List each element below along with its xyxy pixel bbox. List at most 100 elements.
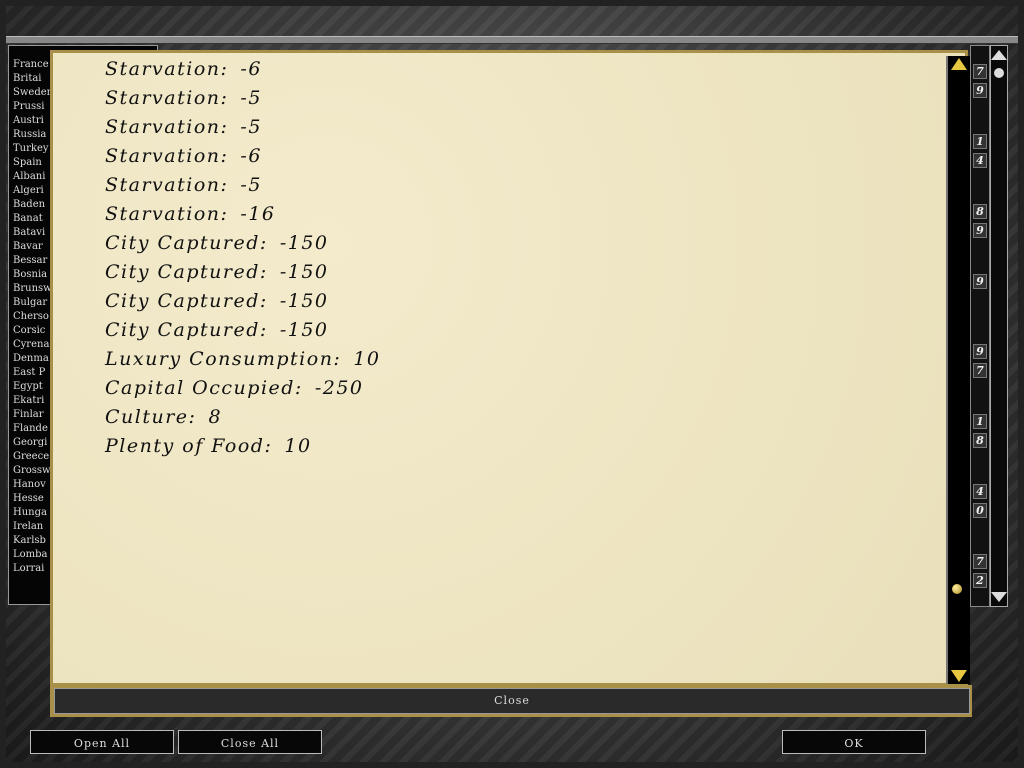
nation-name: Prussi [13, 101, 45, 112]
open-all-button[interactable]: Open All [30, 730, 174, 754]
entry-value: -6 [240, 145, 262, 167]
nation-name: Hanov [13, 479, 46, 490]
nation-name: Batavi [13, 227, 46, 238]
dialog-scrollbar[interactable] [946, 56, 970, 684]
entry-value: -150 [279, 319, 329, 341]
nation-name: Bessar [13, 255, 48, 266]
right-column: 7 9 1 4 8 9 9 9 7 1 8 4 0 7 2 [970, 45, 990, 607]
nation-name: Bulgar [13, 297, 48, 308]
scroll-thumb[interactable] [952, 584, 962, 594]
value-fragment: 1 [973, 414, 987, 429]
entry-label: City Captured: [105, 232, 268, 254]
top-bar [6, 36, 1018, 44]
nation-name: Cherso [13, 311, 49, 322]
entry-value: -16 [240, 203, 276, 225]
close-button[interactable]: Close [54, 688, 970, 714]
scroll-up[interactable] [951, 58, 967, 70]
entry-value: -5 [240, 174, 262, 196]
nation-name: Karlsb [13, 535, 46, 546]
nation-name: Lorrai [13, 563, 45, 574]
entry-row: City Captured: -150 [105, 290, 393, 319]
entry-label: City Captured: [105, 319, 268, 341]
value-fragment: 9 [973, 223, 987, 238]
nation-name: Finlar [13, 409, 44, 420]
entry-row: City Captured: -150 [105, 319, 393, 348]
nation-name: East P [13, 367, 46, 378]
entry-value: -5 [240, 87, 262, 109]
nation-name: Irelan [13, 521, 44, 532]
entry-row: Culture: 8 [105, 406, 393, 435]
value-fragment: 8 [973, 204, 987, 219]
nation-name: Egypt [13, 381, 43, 392]
value-fragment: 4 [973, 153, 987, 168]
scroll-up[interactable] [991, 50, 1007, 60]
scroll-down[interactable] [991, 592, 1007, 602]
value-fragment: 9 [973, 344, 987, 359]
report-dialog [50, 50, 968, 686]
value-fragment: 4 [973, 484, 987, 499]
value-fragment: 9 [973, 274, 987, 289]
entry-value: -150 [279, 232, 329, 254]
value-fragment: 9 [973, 83, 987, 98]
entry-row: Starvation: -5 [105, 116, 393, 145]
entry-list: Starvation: -6 Starvation: -5 Starvation: -5 S… [105, 58, 393, 464]
nation-name: Hunga [13, 507, 47, 518]
entry-value: -150 [279, 261, 329, 283]
nation-name: Grossw [13, 465, 51, 476]
entry-row: Starvation: -5 [105, 87, 393, 116]
entry-value: -250 [314, 377, 364, 399]
entry-label: Capital Occupied: [105, 377, 303, 399]
value-fragment: 0 [973, 503, 987, 518]
entry-row: Starvation: -6 [105, 58, 393, 87]
nation-name: Corsic [13, 325, 46, 336]
nation-name: Greece [13, 451, 50, 462]
entry-value: -6 [240, 58, 262, 80]
nation-name: Ekatri [13, 395, 45, 406]
entry-label: Starvation: [105, 87, 229, 109]
nation-name: Cyrena [13, 339, 50, 350]
nation-name: Sweden [13, 87, 54, 98]
entry-value: 10 [284, 435, 312, 457]
scroll-thumb[interactable] [994, 68, 1004, 78]
entry-label: Luxury Consumption: [105, 348, 342, 370]
scroll-down[interactable] [951, 670, 967, 682]
entry-row: Capital Occupied: -250 [105, 377, 393, 406]
nation-name: Bosnia [13, 269, 48, 280]
entry-label: City Captured: [105, 290, 268, 312]
value-fragment: 7 [973, 363, 987, 378]
nation-name: Flande [13, 423, 48, 434]
entry-value: -150 [279, 290, 329, 312]
entry-label: Plenty of Food: [105, 435, 273, 457]
entry-value: 8 [208, 406, 223, 428]
entry-label: Starvation: [105, 145, 229, 167]
nation-name: Albani [13, 171, 46, 182]
nation-name: Austri [13, 115, 44, 126]
nation-name: France [13, 59, 49, 70]
nation-name: Spain [13, 157, 42, 168]
outer-scrollbar[interactable] [990, 45, 1008, 607]
entry-label: Starvation: [105, 58, 229, 80]
close-all-button[interactable]: Close All [178, 730, 322, 754]
nation-name: Hesse [13, 493, 44, 504]
entry-row: Starvation: -5 [105, 174, 393, 203]
entry-row: City Captured: -150 [105, 232, 393, 261]
entry-row: Plenty of Food: 10 [105, 435, 393, 464]
value-fragment: 7 [973, 64, 987, 79]
entry-row: Starvation: -6 [105, 145, 393, 174]
nation-name: Algeri [13, 185, 44, 196]
value-fragment: 8 [973, 433, 987, 448]
nation-name: Turkey [13, 143, 49, 154]
entry-row: City Captured: -150 [105, 261, 393, 290]
entry-label: City Captured: [105, 261, 268, 283]
nation-name: Lomba [13, 549, 48, 560]
ok-button[interactable]: OK [782, 730, 926, 754]
nation-name: Georgi [13, 437, 48, 448]
nation-name: Bavar [13, 241, 43, 252]
entry-value: -5 [240, 116, 262, 138]
nation-name: Britai [13, 73, 42, 84]
entry-label: Starvation: [105, 116, 229, 138]
nation-name: Russia [13, 129, 47, 140]
value-fragment: 2 [973, 573, 987, 588]
nation-name: Baden [13, 199, 46, 210]
